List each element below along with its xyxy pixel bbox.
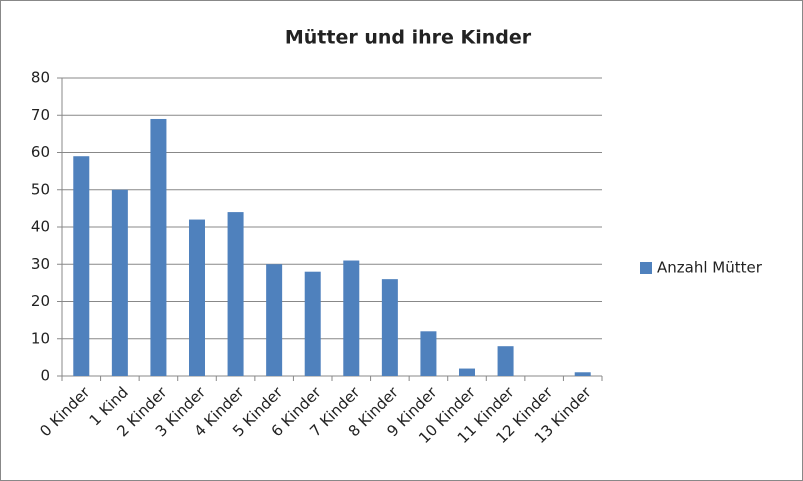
y-tick-label: 60 xyxy=(31,143,50,161)
bar xyxy=(574,372,591,376)
bar xyxy=(343,260,360,376)
y-tick-label: 50 xyxy=(31,180,50,198)
bar xyxy=(111,189,128,376)
y-tick-label: 10 xyxy=(31,329,50,347)
y-tick-label: 20 xyxy=(31,292,50,310)
y-tick-label: 0 xyxy=(40,367,50,385)
y-tick-label: 30 xyxy=(31,255,50,273)
legend-swatch xyxy=(640,262,652,274)
y-tick-label: 40 xyxy=(31,218,50,236)
bar xyxy=(189,219,205,376)
legend-label: Anzahl Mütter xyxy=(657,259,763,277)
bar xyxy=(459,368,475,376)
bar xyxy=(420,331,437,376)
chart-title: Mütter und ihre Kinder xyxy=(285,27,532,49)
bar xyxy=(150,118,167,376)
bar xyxy=(266,264,283,376)
bar xyxy=(381,279,398,376)
bar xyxy=(497,346,514,376)
y-tick-label: 70 xyxy=(31,106,50,124)
bar xyxy=(73,156,90,376)
bar xyxy=(304,271,321,376)
y-tick-label: 80 xyxy=(31,69,50,87)
bar xyxy=(227,212,244,376)
